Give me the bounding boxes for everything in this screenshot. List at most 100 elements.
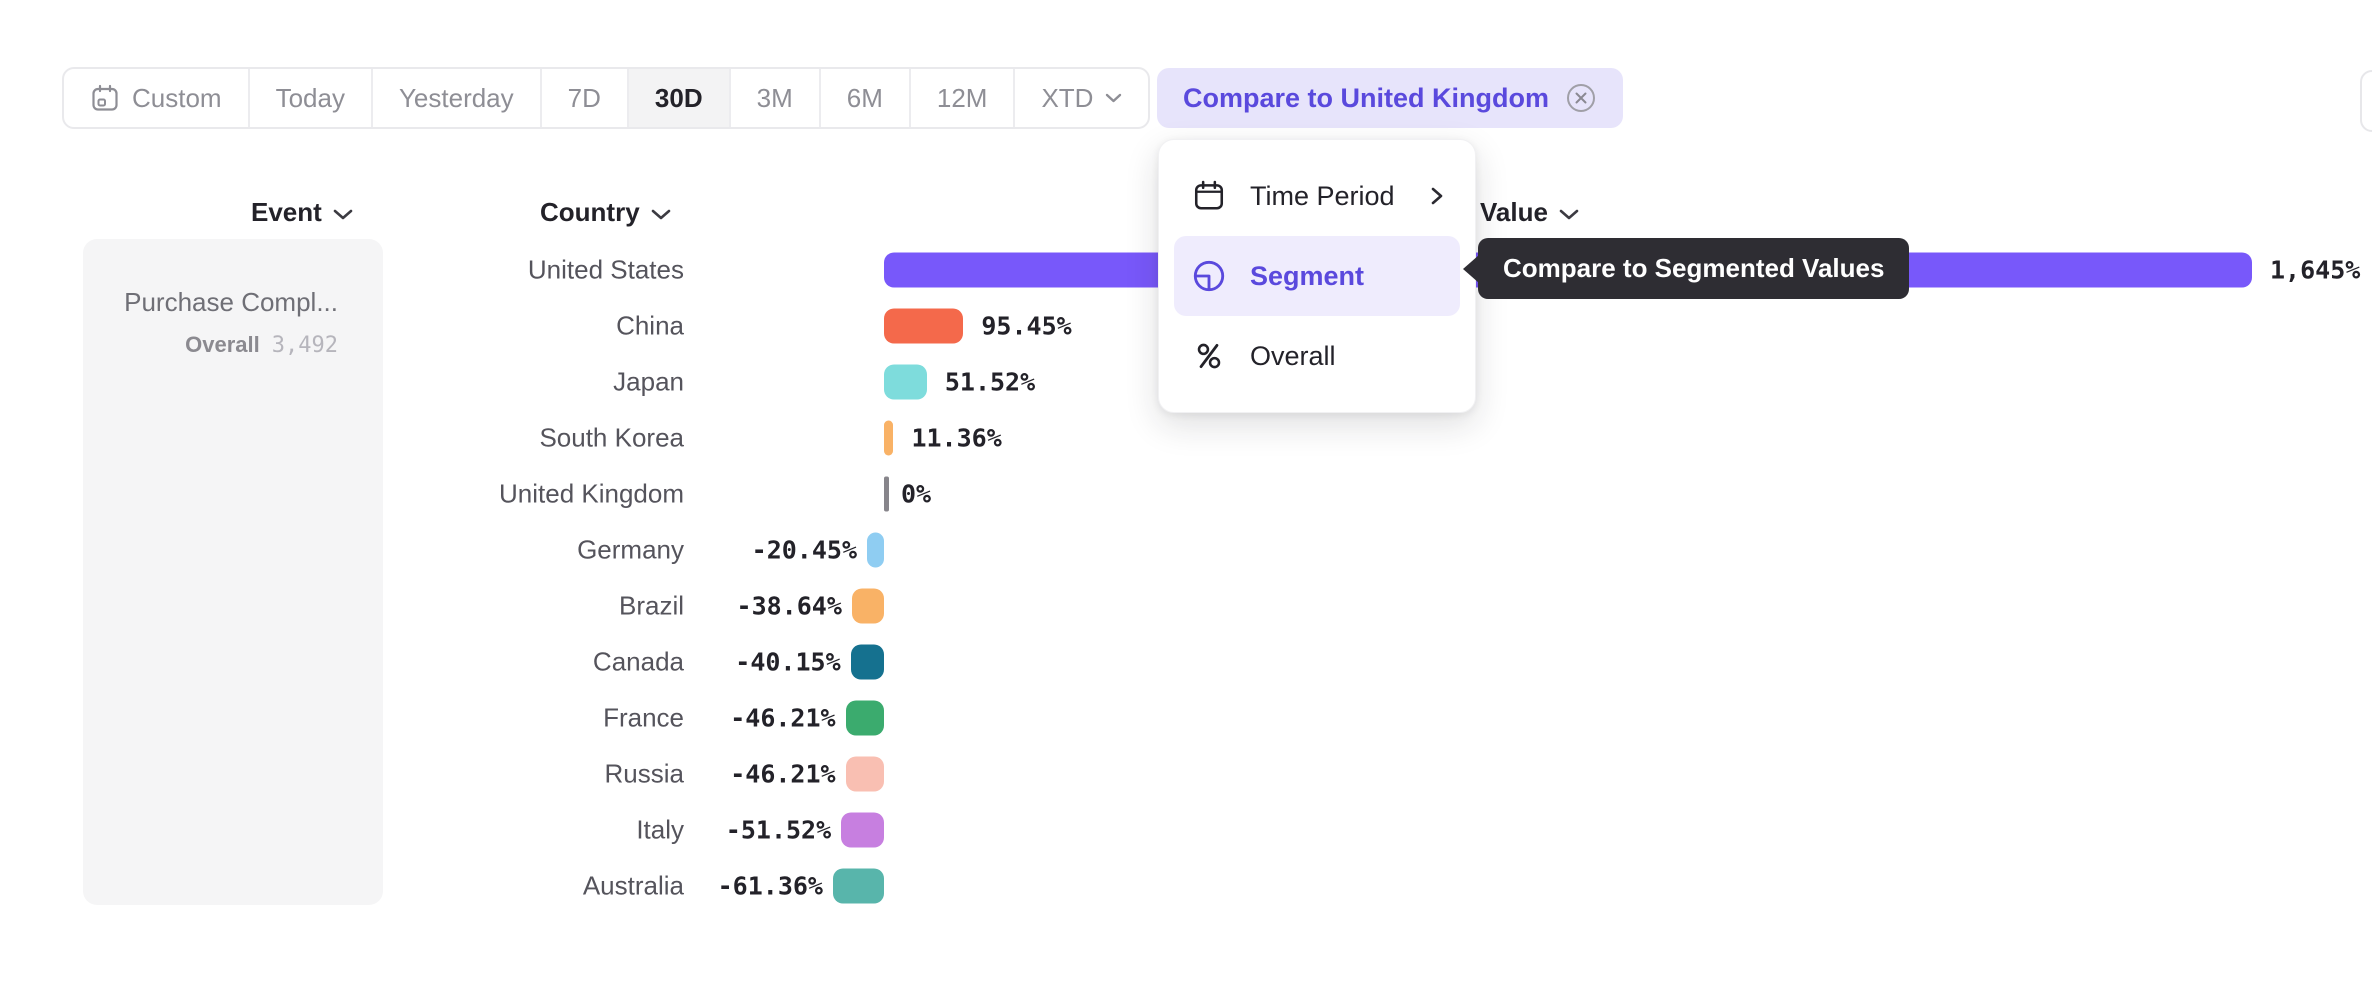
value-label: 11.36%: [911, 423, 1002, 452]
menu-item-label: Overall: [1250, 340, 1336, 371]
chevron-down-icon: [651, 197, 671, 228]
segment-icon: [1190, 257, 1228, 295]
event-overall-row: Overall 3,492: [103, 332, 338, 358]
chart-row-south-korea: South Korea 11.36%: [0, 410, 2372, 466]
toolbar-separator: [539, 69, 542, 127]
date-range-custom[interactable]: Custom: [64, 69, 248, 127]
toolbar-separator: [908, 69, 911, 127]
toolbar-separator: [1013, 69, 1016, 127]
value-label: 95.45%: [981, 311, 1072, 340]
bar-italy[interactable]: [841, 812, 884, 847]
column-header-value[interactable]: Value: [1480, 197, 1579, 228]
date-range-label: 6M: [846, 82, 883, 113]
date-range-label: 3M: [756, 82, 793, 113]
country-label: Japan: [613, 366, 684, 396]
date-range-label: Custom: [132, 82, 222, 113]
value-label: -20.45%: [751, 535, 857, 564]
chart-row-france: France -46.21%: [0, 690, 2372, 746]
event-header-label: Event: [251, 197, 322, 227]
compare-chip-label: Compare to United Kingdom: [1183, 82, 1549, 113]
toolbar-separator: [626, 69, 629, 127]
country-label: United States: [527, 254, 684, 284]
menu-item-segment[interactable]: Segment: [1174, 236, 1460, 316]
bar-china[interactable]: [884, 308, 964, 343]
country-label: Australia: [582, 870, 684, 900]
country-header-label: Country: [540, 197, 640, 227]
value-label: -40.15%: [735, 647, 841, 676]
date-range-yesterday[interactable]: Yesterday: [373, 69, 540, 127]
bar-australia[interactable]: [832, 868, 884, 903]
date-range-label: Today: [275, 82, 345, 113]
chart-row-united-kingdom: United Kingdom 0%: [0, 466, 2372, 522]
value-label: -51.52%: [725, 815, 832, 844]
date-range-label: 12M: [936, 82, 988, 113]
tooltip-arrow: [1463, 254, 1479, 283]
column-header-country[interactable]: Country: [540, 197, 671, 228]
chevron-down-icon: [1105, 93, 1122, 104]
date-range-today[interactable]: Today: [250, 69, 371, 127]
circle-x-icon[interactable]: [1565, 82, 1597, 114]
chart-row-brazil: Brazil -38.64%: [0, 578, 2372, 634]
date-range-label: 30D: [654, 82, 703, 113]
chart-row-germany: Germany -20.45%: [0, 522, 2372, 578]
value-label: -46.21%: [730, 703, 836, 732]
compare-dropdown-menu: Time Period Segment Overall: [1158, 139, 1476, 413]
compare-chip[interactable]: Compare to United Kingdom: [1157, 68, 1623, 128]
column-header-event[interactable]: Event: [251, 197, 353, 228]
bar-germany[interactable]: [866, 532, 884, 567]
bar-russia[interactable]: [845, 756, 884, 791]
menu-item-label: Segment: [1250, 260, 1365, 291]
overall-label: Overall: [185, 332, 260, 357]
date-range-label: XTD: [1041, 82, 1094, 113]
chart-row-russia: Russia -46.21%: [0, 746, 2372, 802]
country-label: United Kingdom: [499, 478, 684, 508]
bar-south-korea[interactable]: [884, 420, 894, 455]
bar-canada[interactable]: [850, 644, 884, 679]
chart-row-italy: Italy -51.52%: [0, 802, 2372, 858]
date-range-30d[interactable]: 30D: [628, 69, 729, 127]
calendar-icon: [1190, 179, 1228, 213]
date-range-label: Yesterday: [398, 82, 514, 113]
event-title: Purchase Compl...: [124, 287, 338, 317]
tooltip-text: Compare to Segmented Values: [1503, 253, 1885, 283]
tooltip: Compare to Segmented Values: [1463, 238, 1910, 299]
value-label: -38.64%: [736, 591, 842, 620]
value-label: 0%: [901, 479, 932, 508]
date-range-xtd[interactable]: XTD: [1015, 69, 1148, 127]
country-label: China: [616, 310, 684, 340]
value-label: 1,645%: [2270, 255, 2361, 284]
chart-row-japan: Japan 51.52%: [0, 354, 2372, 410]
bar-japan[interactable]: [884, 364, 927, 399]
country-label: Brazil: [618, 590, 684, 620]
menu-item-time-period[interactable]: Time Period: [1174, 156, 1460, 236]
chevron-down-icon: [1559, 197, 1579, 228]
chevron-right-icon: [1430, 185, 1444, 207]
value-label: 51.52%: [944, 367, 1036, 396]
date-range-toolbar: Custom Today Yesterday 7D 30D 3M 6M 12M XTD: [62, 67, 1151, 129]
date-range-12m[interactable]: 12M: [911, 69, 1014, 127]
date-range-7d[interactable]: 7D: [542, 69, 627, 127]
toolbar-separator: [728, 69, 731, 127]
country-label: Russia: [604, 758, 684, 788]
country-label: Germany: [577, 534, 684, 564]
country-label: Italy: [636, 814, 684, 844]
date-range-6m[interactable]: 6M: [821, 69, 909, 127]
date-range-3m[interactable]: 3M: [731, 69, 819, 127]
chevron-down-icon: [333, 197, 353, 228]
bar-brazil[interactable]: [851, 588, 884, 623]
country-label: South Korea: [539, 422, 684, 452]
chart-row-china: China 95.45%: [0, 298, 2372, 354]
toolbar-separator: [247, 69, 250, 127]
toolbar-separator: [818, 69, 821, 127]
chart-row-australia: Australia -61.36%: [0, 858, 2372, 914]
chart-row-canada: Canada -40.15%: [0, 634, 2372, 690]
baseline-marker: [884, 476, 889, 511]
overall-value: 3,492: [271, 333, 338, 358]
menu-item-overall[interactable]: Overall: [1174, 316, 1460, 396]
percent-icon: [1190, 339, 1228, 373]
value-label: -61.36%: [717, 871, 823, 900]
bar-france[interactable]: [845, 700, 884, 735]
country-label: Canada: [592, 646, 684, 676]
country-label: France: [603, 702, 684, 732]
event-card[interactable]: Purchase Compl... Overall 3,492: [83, 239, 383, 905]
